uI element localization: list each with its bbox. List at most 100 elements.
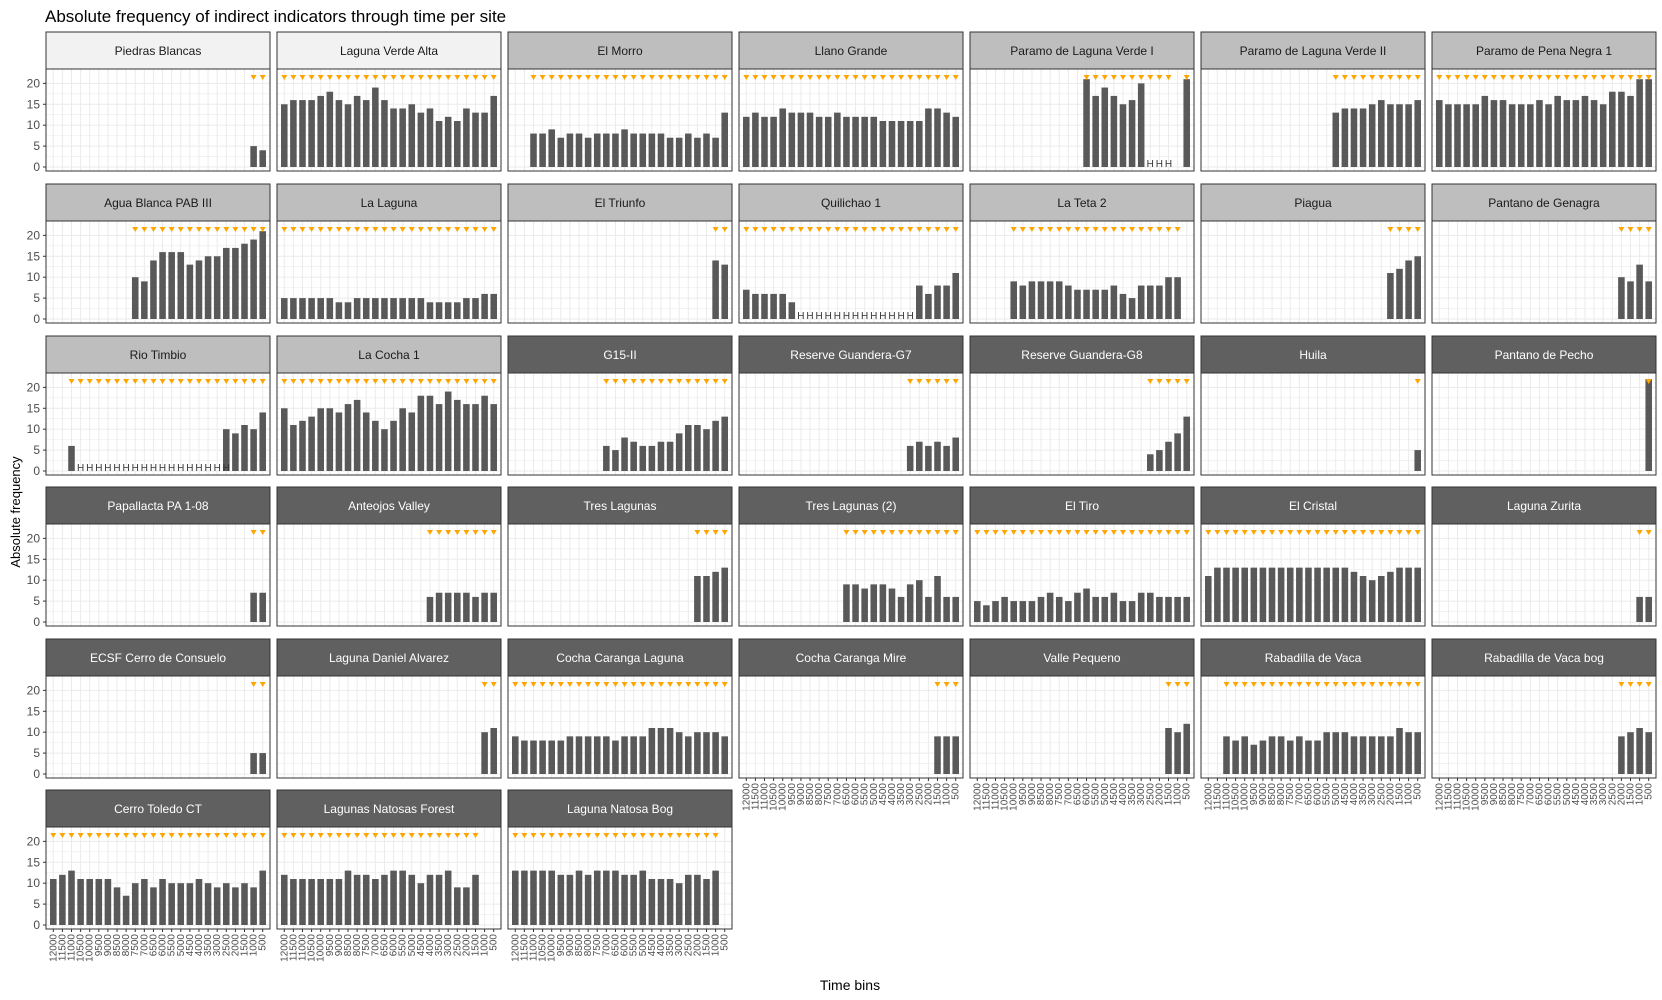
bar	[1092, 596, 1099, 622]
bar	[685, 874, 692, 925]
bar	[408, 298, 416, 319]
h-label: H	[123, 463, 130, 474]
x-tick-label: 12000	[510, 934, 521, 962]
bar	[1010, 601, 1017, 622]
bar	[131, 883, 139, 925]
bar	[259, 150, 266, 167]
bar	[104, 879, 112, 925]
presence-marker	[250, 227, 257, 232]
presence-marker	[214, 833, 221, 838]
presence-marker	[1405, 682, 1412, 687]
bar	[992, 601, 999, 622]
panel-border	[1431, 68, 1657, 172]
bar	[1618, 91, 1625, 167]
x-tick-label: 1000	[1173, 783, 1184, 806]
bar	[417, 298, 425, 319]
x-tick-label: 1000	[1404, 783, 1415, 806]
x-tick-label: 8000	[1045, 783, 1056, 806]
bar	[186, 264, 194, 319]
bar	[630, 736, 637, 774]
presence-marker	[566, 833, 573, 838]
bar	[1019, 285, 1027, 319]
presence-marker	[390, 379, 397, 384]
bar	[1414, 256, 1421, 319]
bar	[648, 879, 656, 925]
presence-marker	[195, 227, 202, 232]
presence-marker	[1019, 530, 1026, 535]
bar	[490, 95, 497, 167]
x-tick-label: 2500	[1145, 783, 1156, 806]
bar	[290, 425, 297, 471]
presence-marker	[250, 75, 257, 80]
presence-marker	[114, 379, 121, 384]
bar	[797, 112, 805, 167]
presence-marker	[712, 75, 719, 80]
bar	[916, 441, 923, 471]
presence-marker	[290, 833, 297, 838]
facet-strip	[738, 335, 964, 374]
presence-marker	[1205, 530, 1212, 535]
bar	[1387, 736, 1394, 774]
presence-marker	[1129, 530, 1136, 535]
bar	[1137, 83, 1145, 167]
presence-marker	[721, 530, 728, 535]
h-label: H	[852, 311, 859, 322]
presence-marker	[104, 833, 111, 838]
bar	[1314, 567, 1321, 622]
presence-marker	[761, 227, 768, 232]
presence-marker	[879, 75, 886, 80]
bar	[843, 116, 850, 167]
bar	[925, 293, 932, 319]
bar	[584, 736, 592, 774]
presence-marker	[907, 227, 914, 232]
presence-marker	[1056, 530, 1063, 535]
bar	[943, 285, 950, 319]
bar	[195, 879, 203, 925]
presence-marker	[1296, 682, 1303, 687]
h-label: H	[186, 463, 193, 474]
x-tick-label: 7000	[139, 934, 150, 957]
x-tick-label: 2000	[1616, 783, 1627, 806]
presence-marker	[703, 833, 710, 838]
bar	[712, 137, 719, 167]
bar	[241, 883, 248, 925]
x-tick-label: 4000	[656, 934, 667, 957]
bar	[925, 108, 932, 167]
bar	[481, 732, 488, 774]
facet-strip	[1200, 335, 1426, 374]
presence-marker	[381, 379, 388, 384]
bar	[250, 146, 257, 167]
bar	[1028, 601, 1036, 622]
x-tick-label: 8000	[352, 934, 363, 957]
y-tick-label: 20	[27, 76, 41, 90]
presence-marker	[381, 75, 388, 80]
presence-marker	[898, 227, 905, 232]
bar	[593, 133, 601, 167]
bar	[675, 433, 683, 471]
x-tick-label: 11500	[981, 783, 992, 811]
presence-marker	[1074, 227, 1081, 232]
bar	[317, 879, 324, 925]
presence-marker	[843, 530, 850, 535]
gridlines	[1432, 221, 1656, 323]
presence-marker	[114, 833, 121, 838]
x-tick-label: 8000	[583, 934, 594, 957]
bar	[1214, 567, 1221, 622]
bar	[1165, 728, 1172, 774]
x-tick-label: 11000	[1221, 783, 1232, 811]
presence-marker	[612, 682, 619, 687]
x-tick-label: 1500	[933, 783, 944, 806]
bar	[1627, 95, 1634, 167]
presence-marker	[1028, 227, 1035, 232]
bar	[1286, 740, 1294, 774]
bar	[575, 736, 583, 774]
bar	[1268, 736, 1276, 774]
bar	[943, 596, 950, 622]
presence-marker	[1232, 530, 1239, 535]
presence-marker	[445, 530, 452, 535]
x-tick-label: 4500	[1340, 783, 1351, 806]
x-tick-label: 8000	[814, 783, 825, 806]
bar	[426, 302, 434, 319]
presence-marker	[825, 227, 832, 232]
bar	[444, 391, 452, 471]
